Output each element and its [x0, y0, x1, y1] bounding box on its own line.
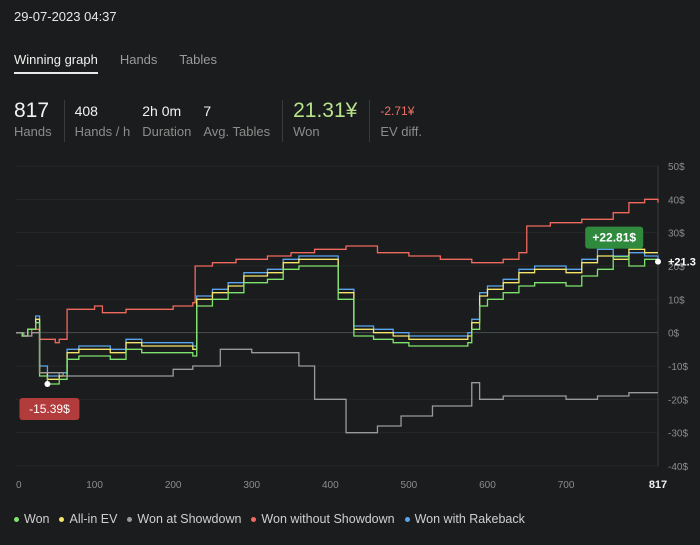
- stat-hands-per-hour: 408 Hands / h: [75, 100, 131, 139]
- legend-dot: [14, 516, 19, 522]
- y-tick-label: 10$: [668, 295, 685, 306]
- y-tick-label: 30$: [668, 229, 685, 240]
- stat-avg-tables-label: Avg. Tables: [203, 124, 271, 139]
- stat-duration-value: 2h 0m: [142, 103, 182, 119]
- stat-hands-per-hour-value: 408: [74, 103, 98, 119]
- stat-avg-tables: 7 Avg. Tables: [203, 100, 270, 139]
- x-tick-label: 400: [322, 480, 339, 491]
- end-value-label: +21.3: [668, 257, 696, 269]
- series-line-won-at-showdown: [16, 332, 658, 434]
- x-tick-label: 500: [401, 480, 418, 491]
- legend-item-won-at-showdown[interactable]: Won at Showdown: [127, 512, 241, 526]
- y-tick-label: 40$: [668, 195, 685, 206]
- x-tick-label: 600: [479, 480, 496, 491]
- stat-won: 21.31¥ Won: [293, 99, 358, 140]
- y-tick-label: -10$: [668, 362, 688, 373]
- stat-won-label: Won: [293, 124, 320, 139]
- stat-hands-per-hour-label: Hands / h: [74, 124, 131, 139]
- min-marker: [44, 380, 51, 387]
- stat-duration: 2h 0m Duration: [142, 100, 191, 139]
- stat-ev-diff: -2.71¥ EV diff.: [380, 100, 422, 139]
- series-line-won: [16, 255, 659, 385]
- min-callout-label: -15.39$: [29, 402, 70, 416]
- end-marker: [655, 258, 661, 265]
- legend-label: Won: [24, 512, 50, 526]
- winning-graph-chart[interactable]: 50$ 40$ 30$ 20$ 10$ 0$ -10$ -20$ -30$ -40$ 0 100 200…: [0, 160, 700, 505]
- stat-avg-tables-value: 7: [203, 103, 212, 119]
- series-line-won-without-showdown: [16, 198, 659, 344]
- max-callout-label: +22.81$: [592, 231, 636, 245]
- x-tick-label: 100: [86, 480, 103, 491]
- legend-label: Won without Showdown: [261, 512, 395, 526]
- view-tabs: Winning graph Hands Tables: [14, 52, 217, 74]
- tab-winning-graph[interactable]: Winning graph: [14, 52, 98, 74]
- stats-divider: [282, 100, 284, 142]
- y-tick-label: 0$: [668, 329, 680, 340]
- y-tick-label: -40$: [668, 462, 688, 473]
- y-tick-label: 50$: [668, 162, 685, 173]
- x-tick-label: 817: [649, 479, 667, 491]
- legend-label: Won at Showdown: [137, 512, 242, 526]
- min-callout-badge: [19, 397, 80, 420]
- legend-dot: [251, 516, 257, 522]
- y-tick-label: 20$: [668, 262, 685, 273]
- x-tick-label: 0: [16, 480, 22, 491]
- legend-label: Won with Rakeback: [414, 512, 525, 526]
- legend-item-won-with-rakeback[interactable]: Won with Rakeback: [404, 512, 525, 526]
- session-datetime: 29-07-2023 04:37: [14, 9, 117, 24]
- stat-hands-value: 817: [14, 99, 50, 122]
- legend-dot: [127, 516, 133, 522]
- y-tick-label: -30$: [668, 429, 688, 440]
- x-tick-label: 300: [243, 480, 260, 491]
- legend-dot: [404, 516, 410, 522]
- stat-ev-diff-value: -2.71¥: [380, 104, 415, 118]
- stat-hands: 817 Hands: [14, 99, 52, 140]
- legend-item-all-in-ev[interactable]: All-in EV: [59, 512, 117, 526]
- stat-ev-diff-label: EV diff.: [380, 124, 423, 139]
- tab-tables[interactable]: Tables: [179, 52, 217, 67]
- stats-divider: [369, 100, 371, 142]
- x-tick-label: 200: [165, 480, 182, 491]
- chart-legend: Won All-in EV Won at Showdown Won withou…: [14, 512, 525, 526]
- stat-won-value: 21.31¥: [293, 99, 358, 122]
- max-callout-badge: [585, 226, 644, 249]
- stats-divider: [63, 100, 65, 142]
- legend-dot: [59, 516, 65, 522]
- y-tick-label: -20$: [668, 395, 688, 406]
- stat-duration-label: Duration: [142, 124, 192, 139]
- legend-label: All-in EV: [69, 512, 118, 526]
- session-stats: 817 Hands 408 Hands / h 2h 0m Duration 7…: [14, 100, 434, 142]
- tab-hands[interactable]: Hands: [119, 52, 158, 67]
- legend-item-won-without-showdown[interactable]: Won without Showdown: [251, 512, 395, 526]
- stat-hands-label: Hands: [14, 124, 52, 139]
- x-tick-label: 700: [558, 480, 575, 491]
- legend-item-won[interactable]: Won: [14, 512, 49, 526]
